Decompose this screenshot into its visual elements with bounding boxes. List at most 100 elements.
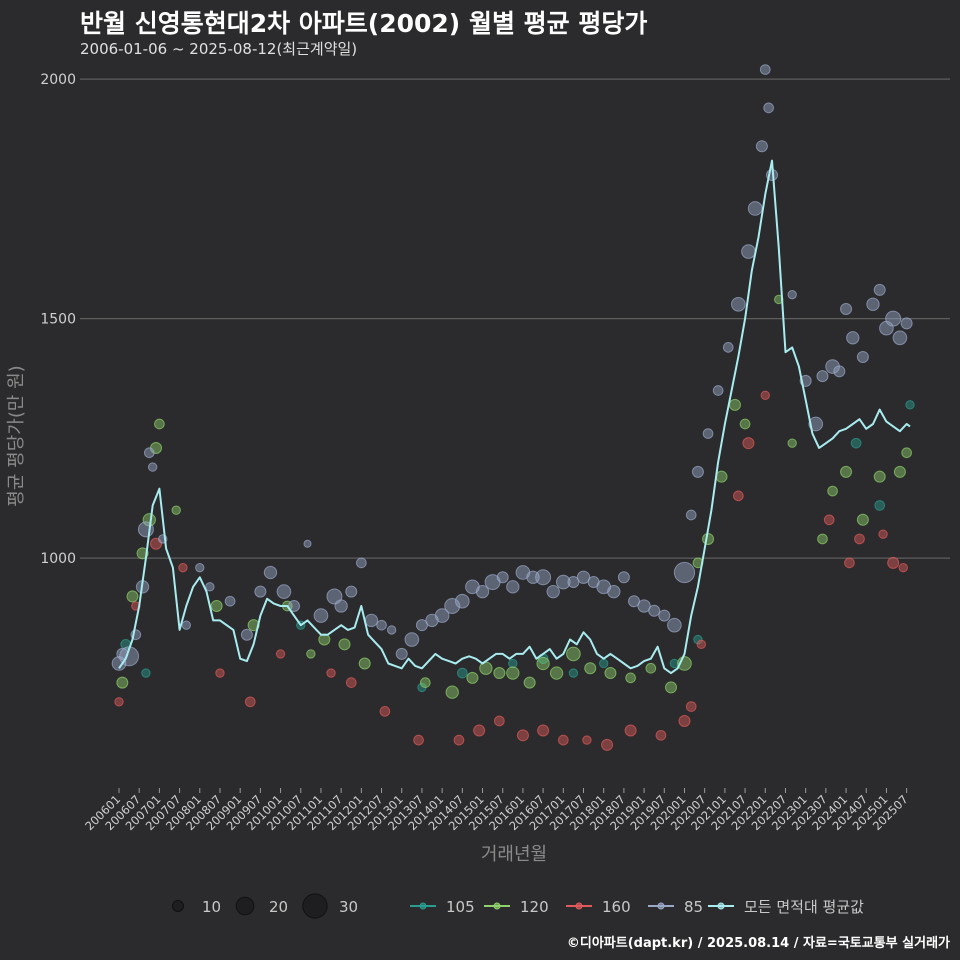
point-85 [722, 342, 734, 353]
point-160 [326, 668, 336, 678]
point-120 [154, 418, 165, 430]
point-85 [637, 599, 651, 613]
series-legend-label: 160 [602, 898, 631, 916]
series-legend-label: 85 [684, 898, 703, 916]
point-85 [667, 617, 682, 633]
point-160 [854, 533, 865, 545]
point-120 [171, 505, 181, 515]
series-legend-label: 105 [446, 898, 475, 916]
point-85 [648, 604, 661, 617]
point-160 [655, 729, 667, 741]
point-120 [715, 470, 728, 483]
series-legend-label: 120 [520, 898, 549, 916]
point-105 [693, 634, 703, 645]
point-120 [306, 649, 316, 659]
point-120 [901, 447, 912, 459]
point-160 [887, 556, 900, 569]
y-tick-label: 1000 [40, 551, 76, 567]
point-85 [434, 608, 450, 623]
point-120 [840, 465, 853, 478]
point-85 [240, 628, 253, 641]
point-85 [506, 580, 520, 594]
point-85 [873, 283, 886, 296]
point-160 [244, 696, 256, 708]
point-85 [496, 571, 509, 584]
point-160 [345, 677, 357, 688]
point-160 [898, 563, 908, 573]
y-axis-title: 평균 평당가(만 원) [6, 365, 27, 506]
point-85 [702, 428, 714, 439]
point-85 [833, 365, 846, 378]
point-85 [576, 570, 591, 584]
x-tick-labels: 2006012006072007012007072008012008072009… [82, 788, 911, 833]
average-line [118, 159, 911, 675]
point-105 [508, 658, 518, 669]
size-legend-circle [302, 893, 328, 919]
point-85 [747, 201, 763, 216]
point-85 [535, 569, 552, 586]
point-85 [276, 584, 292, 599]
point-120 [893, 465, 906, 478]
point-160 [732, 490, 744, 502]
point-85 [816, 370, 829, 383]
series-legend-label: 모든 면적대 평균값 [744, 898, 864, 916]
point-85 [475, 584, 490, 599]
point-105 [874, 500, 886, 511]
point-160 [601, 738, 614, 751]
point-120 [445, 685, 459, 699]
point-120 [728, 398, 741, 411]
series-legend-dot [575, 902, 583, 910]
point-85 [685, 509, 697, 521]
point-160 [760, 390, 770, 400]
point-120 [466, 671, 479, 684]
gridlines [80, 78, 950, 559]
point-120 [116, 676, 129, 689]
point-160 [494, 715, 505, 727]
y-tick-label: 2000 [40, 72, 76, 88]
size-legend-label: 30 [339, 898, 358, 916]
point-85 [313, 608, 329, 623]
series-legend-dot [717, 902, 725, 910]
point-85 [111, 656, 127, 671]
point-85 [866, 297, 880, 311]
point-85 [673, 561, 696, 584]
point-105 [905, 400, 915, 410]
point-160 [114, 697, 124, 707]
point-120 [856, 513, 869, 526]
point-160 [379, 706, 391, 717]
point-85 [224, 595, 236, 607]
point-85 [181, 620, 191, 630]
point-85 [334, 599, 348, 613]
point-160 [516, 729, 529, 742]
y-tick-label: 1500 [40, 312, 76, 328]
point-85 [455, 593, 470, 609]
point-160 [685, 701, 697, 712]
point-85 [892, 330, 908, 346]
point-85 [546, 584, 560, 599]
point-85 [356, 557, 367, 569]
point-120 [506, 666, 520, 680]
scatter-points [111, 64, 915, 751]
point-120 [549, 666, 564, 680]
point-160 [275, 649, 286, 659]
point-105 [669, 658, 680, 669]
point-85 [143, 447, 155, 459]
point-120 [665, 681, 678, 694]
point-105 [568, 668, 579, 678]
point-85 [787, 290, 797, 300]
point-105 [141, 668, 151, 678]
point-85 [404, 632, 420, 647]
point-85 [691, 465, 704, 478]
point-160 [678, 714, 691, 727]
x-axis-title: 거래년월 [481, 844, 547, 865]
point-85 [825, 359, 840, 374]
legend: 10 20 30 105 120 160 85 모든 면적대 평균값 [172, 893, 864, 919]
point-120 [787, 438, 797, 448]
point-85 [288, 600, 301, 612]
point-85 [345, 585, 358, 598]
point-160 [453, 734, 465, 746]
point-160 [557, 734, 569, 746]
point-120 [873, 470, 886, 483]
point-120 [338, 638, 351, 651]
point-160 [582, 735, 592, 745]
